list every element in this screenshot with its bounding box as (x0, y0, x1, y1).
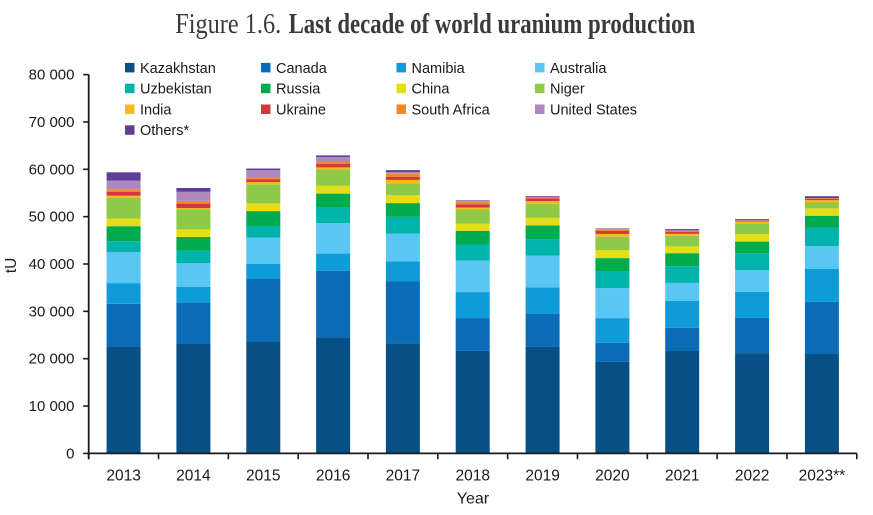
svg-text:2021: 2021 (665, 468, 699, 485)
svg-text:2014: 2014 (176, 468, 211, 485)
svg-text:Uzbekistan: Uzbekistan (140, 82, 212, 98)
svg-text:70 000: 70 000 (29, 114, 75, 131)
svg-text:India: India (140, 102, 172, 118)
svg-text:50 000: 50 000 (29, 209, 75, 226)
svg-text:30 000: 30 000 (29, 303, 75, 320)
svg-text:2023**: 2023** (799, 468, 846, 485)
svg-text:Others*: Others* (140, 123, 190, 139)
svg-text:2013: 2013 (106, 468, 140, 485)
svg-text:2020: 2020 (595, 468, 630, 485)
svg-text:2017: 2017 (386, 468, 420, 485)
svg-text:0: 0 (66, 445, 74, 462)
svg-text:2016: 2016 (316, 468, 350, 485)
svg-text:Figure 1.6.: Figure 1.6. (175, 9, 281, 40)
svg-text:Last decade of world uranium p: Last decade of world uranium production (289, 9, 696, 40)
svg-text:United States: United States (550, 102, 637, 118)
svg-text:80 000: 80 000 (29, 67, 75, 84)
svg-text:Ukraine: Ukraine (276, 102, 326, 118)
svg-text:Australia: Australia (550, 61, 607, 77)
svg-text:tU: tU (3, 258, 20, 274)
svg-text:Canada: Canada (276, 61, 328, 77)
svg-text:40 000: 40 000 (29, 256, 75, 273)
svg-text:2019: 2019 (525, 468, 559, 485)
svg-text:2018: 2018 (455, 468, 489, 485)
svg-text:Namibia: Namibia (412, 61, 466, 77)
svg-text:10 000: 10 000 (29, 398, 75, 415)
svg-text:Year: Year (457, 490, 490, 507)
svg-text:Kazakhstan: Kazakhstan (140, 61, 216, 77)
svg-text:South Africa: South Africa (412, 102, 491, 118)
svg-text:60 000: 60 000 (29, 161, 75, 178)
svg-text:Russia: Russia (276, 82, 321, 98)
svg-text:2022: 2022 (735, 468, 769, 485)
svg-text:20 000: 20 000 (29, 351, 75, 368)
svg-text:Niger: Niger (550, 82, 585, 98)
svg-text:2015: 2015 (246, 468, 280, 485)
svg-text:China: China (412, 82, 451, 98)
